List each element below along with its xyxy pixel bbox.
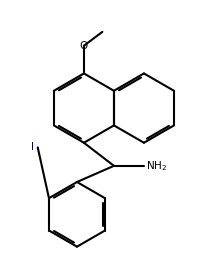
- Text: I: I: [31, 142, 34, 152]
- Text: NH$_2$: NH$_2$: [146, 159, 167, 173]
- Text: O: O: [80, 41, 88, 51]
